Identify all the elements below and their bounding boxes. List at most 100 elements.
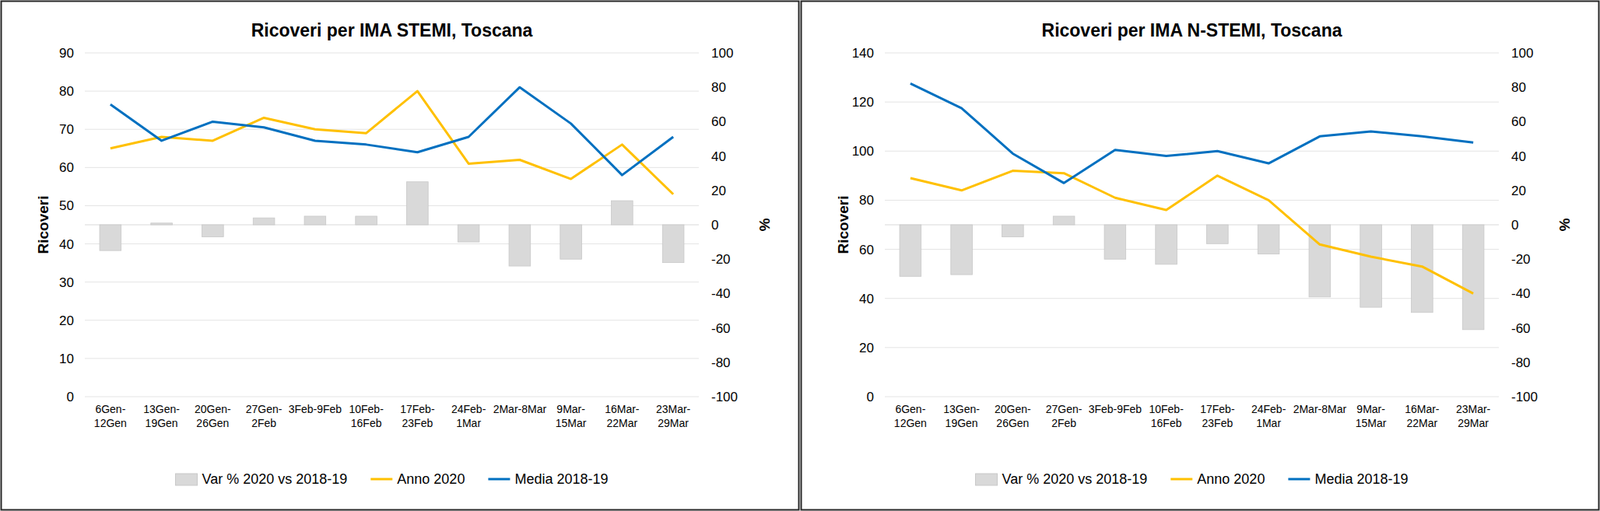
- title: Ricoveri per IMA STEMI, Toscana: [251, 20, 534, 41]
- zero-line: [84, 224, 699, 226]
- bar: [508, 224, 531, 267]
- legend-swatch: [370, 478, 393, 481]
- x-tick-line: 6Gen-: [94, 403, 126, 416]
- grid-line: [84, 129, 699, 130]
- grid-line: [884, 249, 1499, 250]
- title: Ricoveri per IMA N-STEMI, Toscana: [1042, 20, 1343, 41]
- y2-tick-label: 80: [1511, 80, 1527, 95]
- grid-line: [884, 347, 1499, 348]
- x-tick-line: 1Mar: [1256, 417, 1281, 430]
- grid-line: [84, 319, 699, 321]
- x-tick-line: 20Gen-: [994, 403, 1032, 416]
- y2-tick-label: -20: [1511, 252, 1531, 267]
- x-tick-line: 19Gen: [145, 417, 179, 430]
- y-axis-label: Ricoveri: [835, 196, 852, 255]
- x-tick-label: 13Gen-19Gen: [943, 403, 980, 430]
- x-tick-line: 23Mar-: [656, 403, 692, 416]
- y2-tick-label: 0: [1511, 217, 1519, 233]
- legend-swatch: [175, 473, 198, 486]
- bar: [1052, 216, 1075, 225]
- x-tick-line: 9Mar-: [1356, 403, 1386, 416]
- grid-line: [84, 205, 699, 207]
- x-tick-line: 20Gen-: [194, 403, 232, 416]
- y-tick-label: 70: [59, 122, 74, 137]
- y2-tick-label: -80: [711, 355, 731, 371]
- x-tick-line: 26Gen: [996, 417, 1029, 430]
- y2-tick-label: -80: [1511, 355, 1531, 371]
- x-tick-label: 3Feb-9Feb: [1088, 403, 1143, 416]
- x-tick-label: 24Feb-1Mar: [451, 403, 487, 430]
- legend-item: Media 2018-19: [487, 471, 608, 488]
- y-tick-label: 80: [859, 192, 874, 208]
- x-tick-line: 15Mar: [555, 417, 587, 430]
- y-tick-label: 0: [866, 389, 874, 405]
- x-tick-line: 15Mar: [1355, 417, 1387, 430]
- y-tick-label: 30: [59, 275, 74, 291]
- bar: [1411, 224, 1434, 313]
- x-tick-label: 9Mar-15Mar: [555, 403, 587, 430]
- x-tick-label: 2Mar-8Mar: [1293, 403, 1348, 416]
- legend-swatch: [1287, 478, 1310, 481]
- bar: [899, 224, 922, 277]
- grid-line: [884, 101, 1499, 103]
- y-tick-label: 0: [66, 389, 74, 405]
- y2-tick-label: 60: [711, 114, 727, 130]
- legend-item: Media 2018-19: [1287, 471, 1408, 488]
- x-tick-label: 10Feb-16Feb: [348, 403, 384, 430]
- y2-tick-label: 60: [1511, 114, 1527, 130]
- grid-line: [84, 167, 699, 169]
- bar: [1462, 224, 1485, 330]
- line: [110, 87, 674, 176]
- y-tick-label: 20: [59, 313, 74, 329]
- x-tick-line: 23Mar-: [1456, 403, 1492, 416]
- bar: [355, 216, 378, 225]
- y2-tick-label: 20: [711, 183, 727, 199]
- y-tick-label: 90: [59, 45, 74, 61]
- panel-frame: [801, 1, 1600, 511]
- y-tick-label: 80: [59, 84, 74, 99]
- bar: [457, 224, 480, 243]
- x-tick-line: 22Mar: [607, 417, 639, 430]
- bar: [1002, 224, 1025, 237]
- x-tick-line: 16Mar-: [604, 403, 640, 416]
- y2-tick-label: -20: [711, 252, 731, 267]
- bar: [150, 223, 173, 225]
- x-tick-line: 16Feb: [350, 417, 383, 430]
- y2-tick-label: -100: [711, 389, 738, 405]
- legend: Var % 2020 vs 2018-19Anno 2020Media 2018…: [175, 471, 609, 488]
- x-tick-line: 23Feb: [1202, 417, 1234, 430]
- page: Ricoveri per IMA STEMI, Toscana010203040…: [0, 0, 1600, 511]
- x-tick-label: 17Feb-23Feb: [400, 403, 436, 430]
- grid-line: [84, 243, 699, 245]
- y-axis-label: Ricoveri: [35, 196, 52, 255]
- grid-line: [884, 150, 1499, 152]
- line: [910, 171, 1474, 295]
- y2-tick-label: 0: [711, 217, 719, 233]
- x-tick-line: 1Mar: [456, 417, 481, 430]
- x-tick-label: 6Gen-12Gen: [94, 403, 127, 430]
- legend-label: Var % 2020 vs 2018-19: [1002, 471, 1148, 488]
- y2-tick-label: -60: [711, 321, 731, 337]
- x-tick-line: 2Feb: [251, 417, 277, 430]
- x-tick-label: 20Gen-26Gen: [194, 403, 232, 430]
- x-tick-line: 13Gen-: [943, 403, 980, 416]
- x-tick-label: 23Mar-29Mar: [656, 403, 692, 430]
- bar: [1104, 224, 1127, 260]
- x-tick-line: 10Feb-: [348, 403, 384, 416]
- legend-label: Var % 2020 vs 2018-19: [202, 471, 348, 488]
- x-tick-line: 23Feb: [402, 417, 434, 430]
- chart-panel: Ricoveri per IMA STEMI, Toscana010203040…: [1, 1, 800, 511]
- y2-axis-label: %: [1556, 218, 1573, 232]
- y2-tick-label: -60: [1511, 321, 1531, 337]
- x-tick-line: 16Feb: [1150, 417, 1183, 430]
- x-tick-line: 9Mar-: [556, 403, 586, 416]
- bar: [1360, 224, 1383, 308]
- bar: [950, 224, 973, 275]
- y2-tick-label: -40: [1511, 286, 1531, 302]
- grid-line: [84, 52, 699, 54]
- line: [910, 83, 1474, 183]
- x-tick-line: 10Feb-: [1148, 403, 1184, 416]
- x-tick-line: 2Feb: [1051, 417, 1077, 430]
- x-tick-line: 27Gen-: [245, 403, 283, 416]
- x-tick-label: 13Gen-19Gen: [143, 403, 180, 430]
